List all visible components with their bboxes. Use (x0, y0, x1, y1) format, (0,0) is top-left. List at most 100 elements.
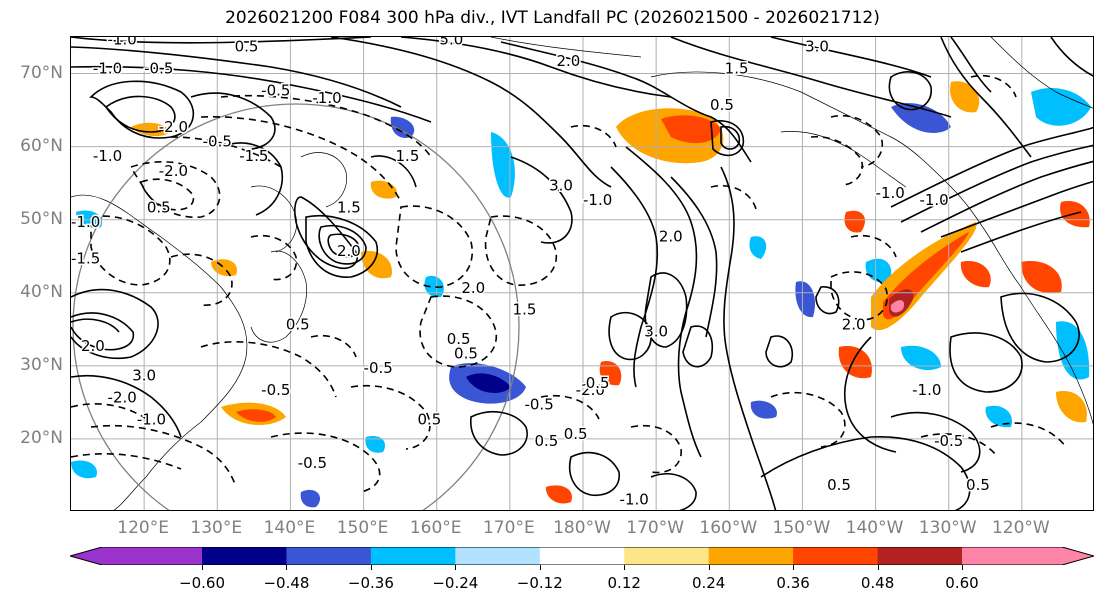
colorbar-tick-label: −0.36 (347, 574, 394, 592)
latitude-label: 60°N (20, 135, 63, 156)
colorbar-svg (68, 546, 1096, 566)
contour-label: 0.5 (454, 345, 478, 363)
colorbar-tick-label: 0.60 (945, 574, 979, 592)
colorbar-segment (793, 547, 879, 565)
colorbar-tickmark (286, 565, 288, 570)
fill-patch (795, 281, 816, 318)
colorbar-tick-label: 0.24 (691, 574, 726, 592)
contour-label: 0.5 (534, 432, 558, 450)
colorbar-tickmark (539, 565, 541, 570)
contour-label: -0.5 (261, 381, 290, 399)
fill-patch (844, 210, 866, 233)
colorbar-extend-right (962, 547, 1094, 565)
contour-label: -0.5 (298, 454, 327, 472)
longitude-label: 180°W (553, 518, 611, 538)
longitude-label: 140°E (263, 518, 316, 538)
contour-label: 0.5 (966, 476, 990, 494)
longitude-label: 160°W (699, 518, 758, 538)
fill-patch (545, 485, 572, 504)
colorbar-segment (455, 547, 541, 565)
contour-label: -1.0 (912, 381, 941, 399)
contour-label: 0.5 (235, 38, 259, 56)
colorbar-tick-label: 0.48 (860, 574, 895, 592)
fill-patch (890, 300, 905, 313)
fill-patch (365, 436, 386, 453)
divergence-contours (71, 37, 1093, 510)
fill-patch (300, 489, 321, 508)
contour-label: -2.0 (108, 388, 137, 406)
contour-label: 3.0 (132, 366, 156, 384)
latitude-label: 40°N (20, 281, 63, 302)
colorbar-tickmark (370, 565, 372, 570)
colorbar-tickmark (624, 565, 626, 570)
contour-label: -1.0 (108, 37, 137, 48)
contour-label: -2.0 (159, 162, 188, 180)
contour-label: -2.0 (576, 381, 605, 399)
contour-label: 3.0 (644, 323, 668, 341)
contour-label: -1.5 (239, 147, 268, 165)
fill-patch (1021, 261, 1062, 294)
ivt-fill-layer (71, 81, 1091, 508)
fill-patch (838, 346, 872, 379)
colorbar-tickmark (877, 565, 879, 570)
contour-label: 2.0 (659, 228, 683, 246)
colorbar-tick-label: −0.48 (263, 574, 310, 592)
contour-label: 2.0 (556, 52, 580, 70)
longitude-label: 140°W (845, 518, 904, 538)
contour-label: -1.0 (93, 147, 122, 165)
fill-patch (491, 132, 515, 198)
contour-label: 1.5 (725, 60, 749, 78)
contour-label: 0.5 (710, 96, 734, 114)
latitude-label: 20°N (20, 427, 63, 448)
contour-label: 1.5 (396, 147, 420, 165)
longitude-label: 120°E (117, 518, 169, 538)
contour-label: 0.5 (417, 410, 441, 428)
contour-label: 2.0 (337, 242, 361, 260)
map-panel[interactable]: -1.0-0.50.5-1.0-0.55.03.02.01.5-0.5-1.0-… (70, 36, 1094, 511)
contour-label: 3.0 (805, 38, 829, 56)
contour-label: 3.0 (549, 176, 573, 194)
colorbar-segment (708, 547, 794, 565)
fill-patch (236, 409, 276, 422)
fill-patch (985, 405, 1012, 428)
colorbar-tick-label: −0.60 (179, 574, 225, 592)
fill-patch (390, 116, 415, 138)
fill-patch (1056, 391, 1087, 423)
contour-label: -0.5 (261, 81, 290, 99)
longitude-label: 130°E (190, 518, 243, 538)
fill-patch (131, 122, 171, 137)
map-canvas: -1.0-0.50.5-1.0-0.55.03.02.01.5-0.5-1.0-… (71, 37, 1093, 510)
latitude-label: 30°N (20, 354, 63, 375)
colorbar-tick-label: 0.36 (776, 574, 810, 592)
fill-patch (466, 373, 511, 393)
longitude-label: 130°W (918, 518, 977, 538)
landfall-region-circle (72, 103, 520, 510)
fill-patch (891, 103, 951, 133)
contour-label: 1.5 (337, 198, 361, 216)
colorbar-tickmark (455, 565, 457, 570)
negative-contours (71, 75, 1067, 493)
contour-label: -1.0 (137, 410, 166, 428)
contour-label: -1.5 (71, 250, 100, 268)
graticule (71, 37, 1093, 510)
longitude-label: 150°W (772, 518, 831, 538)
fill-patch (424, 275, 444, 298)
fill-patch (661, 115, 721, 144)
contour-label: -0.5 (137, 37, 166, 41)
colorbar-segment (877, 547, 963, 565)
colorbar (68, 546, 1096, 566)
fill-patch (950, 81, 980, 113)
colorbar-segment (539, 547, 625, 565)
colorbar-tickmark (708, 565, 710, 570)
fill-patch (1031, 87, 1091, 126)
contour-label: -1.0 (620, 491, 649, 509)
fill-patch (370, 180, 397, 199)
contour-label: -0.5 (524, 396, 553, 414)
fill-patch (211, 259, 237, 277)
contour-label: 2.0 (81, 337, 105, 355)
contour-label: -0.5 (144, 60, 173, 78)
colorbar-tick-label: −0.12 (516, 574, 563, 592)
colorbar-segment (202, 547, 287, 565)
colorbar-extend-left (70, 547, 202, 565)
latitude-label: 70°N (20, 62, 63, 83)
